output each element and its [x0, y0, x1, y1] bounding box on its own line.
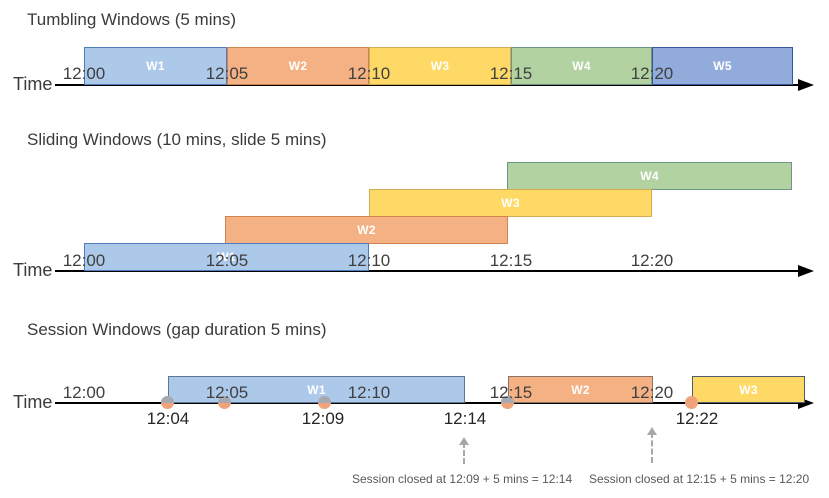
- tick-label: 12:10: [347, 64, 391, 83]
- tick-label: 12:20: [630, 64, 674, 83]
- tick-label: 12:15: [489, 251, 533, 270]
- window-bar-tumbling-w3: W3: [369, 47, 511, 85]
- axis-label-time-tumbling: Time: [13, 74, 53, 94]
- window-bar-label: W3: [430, 59, 450, 73]
- tick-label: 12:00: [62, 64, 106, 83]
- time-axis-tumbling: [55, 84, 799, 86]
- window-bar-tumbling-w5: W5: [652, 47, 793, 85]
- window-bar-session-w2: W2: [508, 376, 653, 403]
- window-bar-sliding-w4: W4: [507, 162, 792, 190]
- tick-label: 12:15: [489, 64, 533, 83]
- window-bar-label: W3: [501, 196, 520, 210]
- window-bar-label: W2: [357, 223, 376, 237]
- event-time-label: 12:04: [146, 409, 190, 428]
- event-dot: [501, 396, 514, 409]
- window-bar-sliding-w3: W3: [369, 189, 652, 217]
- tick-label: 12:15: [489, 383, 533, 402]
- session-close-arrow-icon: [647, 427, 657, 463]
- window-bar-tumbling-w4: W4: [511, 47, 652, 85]
- section-title-tumbling: Tumbling Windows (5 mins): [27, 10, 237, 29]
- event-time-label: 12:09: [301, 409, 345, 428]
- event-dot-covered-half: [218, 396, 231, 403]
- section-title-session: Session Windows (gap duration 5 mins): [27, 320, 327, 339]
- event-dot-covered-half: [161, 396, 174, 403]
- window-bar-tumbling-w2: W2: [227, 47, 369, 85]
- window-bar-tumbling-w1: W1: [84, 47, 227, 85]
- window-bar-session-w1: W1: [168, 376, 465, 403]
- section-title-sliding: Sliding Windows (10 mins, slide 5 mins): [27, 130, 327, 149]
- session-close-arrow-icon: [459, 437, 469, 464]
- axis-label-time-session: Time: [13, 392, 53, 412]
- axis-arrow-icon: [798, 265, 814, 277]
- window-bar-label: W4: [572, 59, 591, 73]
- window-bar-session-w3: W3: [692, 376, 805, 403]
- window-bar-label: W1: [146, 59, 165, 73]
- event-dot: [161, 396, 174, 409]
- session-close-note: Session closed at 12:09 + 5 mins = 12:14: [352, 472, 573, 486]
- tick-label: 12:05: [205, 383, 249, 402]
- time-axis-sliding: [55, 270, 799, 272]
- window-bar-label: W1: [307, 382, 326, 397]
- event-time-label: 12:22: [675, 409, 719, 428]
- tick-label: 12:05: [205, 64, 249, 83]
- window-bar-label: W1: [217, 250, 236, 264]
- time-axis-session: [55, 402, 799, 404]
- window-bar-sliding-w2: W2: [225, 216, 508, 244]
- event-dot: [218, 396, 231, 409]
- event-dot: [318, 396, 331, 409]
- event-dot-covered-half: [501, 396, 514, 403]
- axis-arrow-icon: [798, 79, 814, 91]
- window-bar-label: W2: [288, 59, 308, 73]
- window-bar-sliding-w1: W1: [84, 243, 369, 271]
- tick-label: 12:10: [347, 383, 391, 402]
- window-bar-label: W3: [739, 382, 758, 397]
- tick-label: 12:10: [347, 251, 391, 270]
- event-dot: [685, 396, 698, 409]
- axis-label-time-sliding: Time: [13, 260, 53, 280]
- tick-label: 12:00: [62, 383, 106, 402]
- window-bar-label: W2: [571, 382, 590, 397]
- session-close-note: Session closed at 12:15 + 5 mins = 12:20: [589, 472, 810, 486]
- event-dot-covered-half: [318, 396, 331, 403]
- window-bar-label: W5: [713, 59, 732, 73]
- tick-label: 12:00: [62, 251, 106, 270]
- tick-label: 12:20: [630, 251, 674, 270]
- tick-label: 12:05: [205, 251, 249, 270]
- window-bar-label: W4: [640, 169, 659, 183]
- event-time-label: 12:14: [443, 409, 487, 428]
- tick-label: 12:20: [630, 383, 674, 402]
